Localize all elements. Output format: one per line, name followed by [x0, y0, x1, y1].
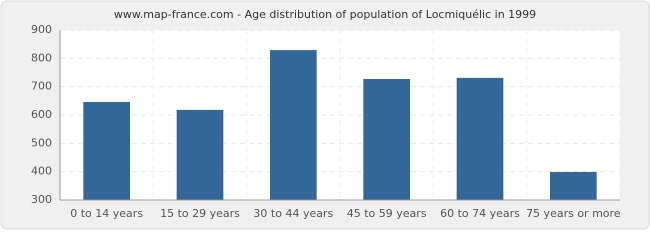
- y-tick-label: 400: [31, 165, 52, 178]
- bar: [83, 101, 130, 200]
- y-tick-label: 500: [31, 136, 52, 149]
- bar: [176, 109, 224, 200]
- bar: [363, 79, 410, 200]
- x-tick-label: 75 years or more: [526, 207, 621, 220]
- x-tick-label: 0 to 14 years: [70, 207, 143, 220]
- bar: [550, 171, 597, 200]
- x-tick-label: 15 to 29 years: [160, 207, 240, 220]
- bar: [270, 50, 317, 200]
- y-tick-label: 900: [31, 23, 52, 36]
- y-tick-label: 600: [31, 108, 52, 121]
- x-tick-label: 30 to 44 years: [253, 207, 333, 220]
- bar: [456, 77, 504, 200]
- x-tick-label: 60 to 74 years: [440, 207, 520, 220]
- y-tick-label: 300: [31, 193, 52, 206]
- y-tick-label: 700: [31, 80, 52, 93]
- x-tick-label: 45 to 59 years: [347, 207, 427, 220]
- chart-title: www.map-france.com - Age distribution of…: [114, 8, 536, 21]
- y-tick-label: 800: [31, 51, 52, 64]
- chart: www.map-france.com - Age distribution of…: [0, 0, 650, 230]
